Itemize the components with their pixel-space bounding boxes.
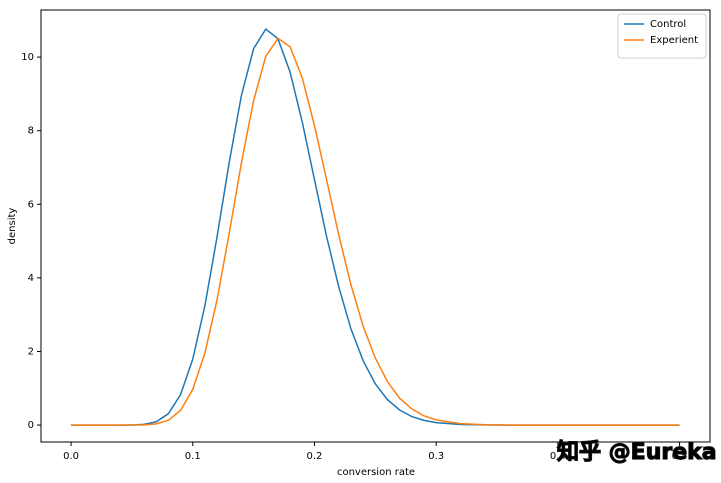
y-tick-label: 6 [28, 199, 34, 210]
y-tick-label: 8 [28, 126, 34, 137]
plot-frame [40, 9, 711, 443]
x-tick-label: 0.3 [428, 451, 444, 462]
legend-label: Control [650, 19, 686, 30]
x-tick-label: 0.1 [185, 451, 201, 462]
plot-area [41, 10, 710, 442]
y-tick-label: 2 [28, 346, 34, 357]
x-axis-label: conversion rate [337, 467, 415, 478]
series-line [71, 28, 680, 426]
x-tick-label: 0.4 [550, 451, 566, 462]
y-tick-label: 4 [28, 273, 34, 284]
legend-box [617, 13, 707, 59]
x-tick-label: 0.0 [63, 451, 79, 462]
y-tick-label: 0 [28, 420, 34, 431]
y-axis-label: density [7, 208, 18, 245]
y-tick-label: 10 [21, 52, 34, 63]
x-tick-label: 0.2 [307, 451, 323, 462]
watermark: 知乎 @Eureka [557, 439, 717, 465]
series-line [71, 37, 680, 426]
x-tick-label: 0.5 [672, 451, 688, 462]
legend-label: Experient [650, 35, 698, 46]
